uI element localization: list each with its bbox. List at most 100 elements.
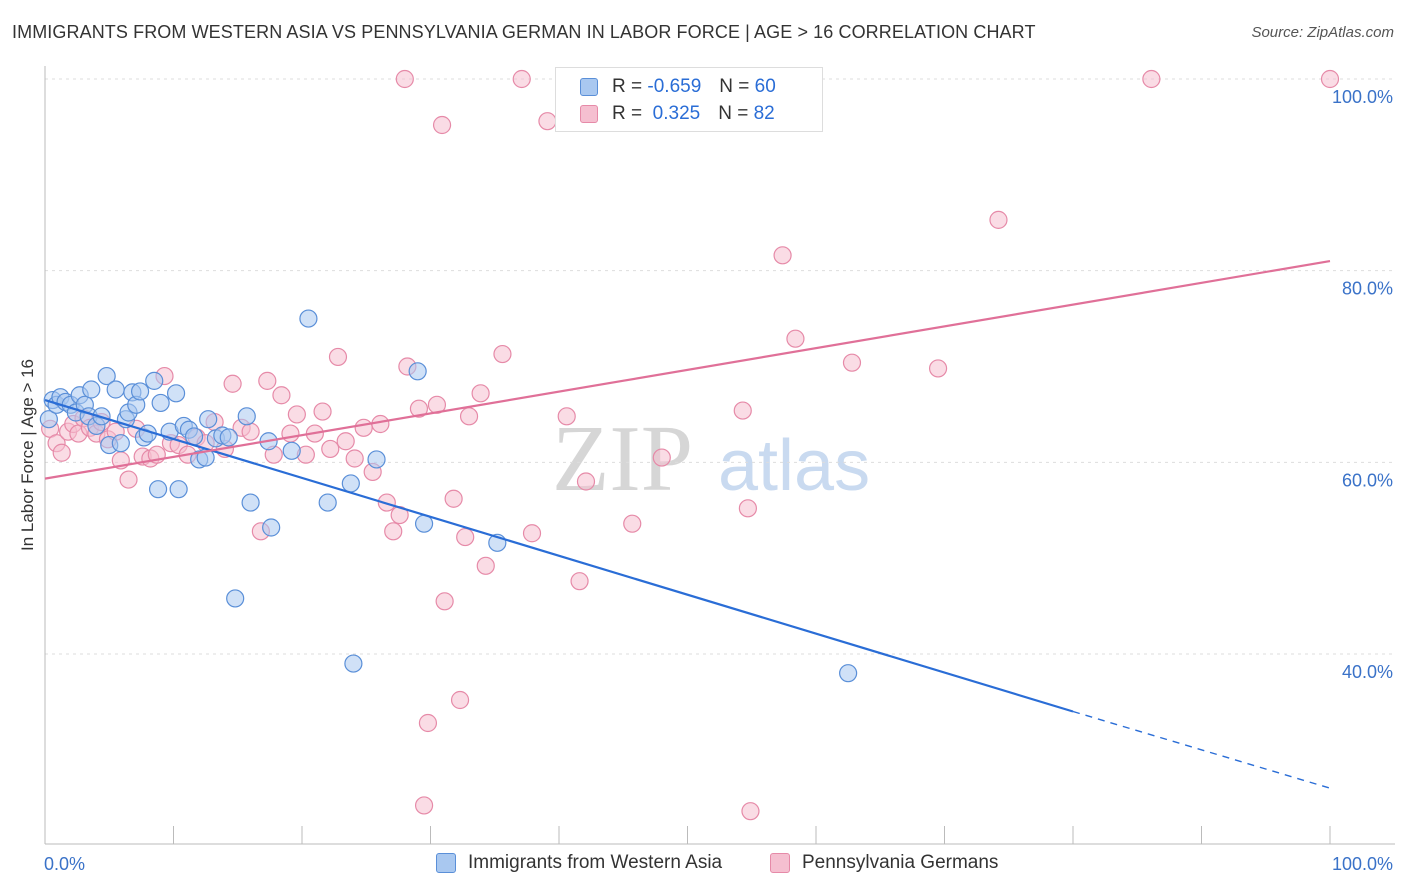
point-western-asia: [299, 309, 318, 328]
point-pennsylvania-germans: [384, 522, 403, 541]
y-tick-label: 60.0%: [1342, 470, 1393, 490]
legend-r-value: 0.325: [652, 103, 701, 124]
y-tick-label: 80.0%: [1342, 279, 1393, 299]
point-western-asia: [237, 407, 256, 426]
point-pennsylvania-germans: [459, 407, 479, 426]
point-pennsylvania-germans: [476, 556, 495, 575]
x-tick-label: 100.0%: [1332, 854, 1393, 874]
point-western-asia: [82, 380, 101, 399]
legend-swatch-pink: [770, 853, 790, 873]
point-pennsylvania-germans: [281, 424, 300, 443]
point-pennsylvania-germans: [557, 407, 576, 426]
point-western-asia: [106, 380, 125, 399]
point-pennsylvania-germans: [414, 796, 434, 815]
point-western-asia: [262, 518, 281, 537]
point-western-asia: [145, 371, 164, 390]
point-pennsylvania-germans: [432, 115, 452, 135]
point-pennsylvania-germans: [354, 418, 373, 437]
point-pennsylvania-germans: [989, 210, 1008, 229]
point-western-asia: [341, 474, 360, 493]
grid-layer: [45, 78, 1395, 655]
point-western-asia: [39, 410, 58, 429]
point-pennsylvania-germans: [395, 69, 414, 89]
x-tick-label: 0.0%: [44, 854, 85, 874]
point-pennsylvania-germans: [623, 514, 642, 533]
legend-label-western-asia: Immigrants from Western Asia: [468, 852, 723, 873]
point-pennsylvania-germans: [1320, 69, 1340, 89]
point-pennsylvania-germans: [444, 489, 463, 508]
legend-r-label: R =: [612, 76, 643, 97]
point-western-asia: [166, 384, 186, 403]
trend-line-pennsylvania-germans: [44, 259, 1331, 480]
point-pennsylvania-germans: [287, 405, 306, 424]
tick-label-layer: 40.0% 60.0% 80.0% 100.0% 0.0% 100.0%: [44, 87, 1393, 874]
legend-item-pennsylvania-germans[interactable]: Pennsylvania Germans: [770, 852, 998, 874]
point-pennsylvania-germans: [471, 384, 490, 403]
watermark: ZIP atlas: [552, 407, 870, 511]
point-pennsylvania-germans: [576, 472, 596, 491]
legend-n-value: 60: [754, 76, 776, 97]
trend-line-western-asia: [44, 398, 1074, 713]
point-pennsylvania-germans: [773, 246, 792, 265]
point-pennsylvania-germans: [733, 401, 752, 420]
point-pennsylvania-germans: [493, 344, 512, 364]
point-western-asia: [367, 450, 386, 469]
point-pennsylvania-germans: [241, 422, 260, 441]
point-pennsylvania-germans: [538, 112, 557, 131]
watermark-atlas: atlas: [718, 426, 870, 506]
chart-source: Source: ZipAtlas.com: [1251, 24, 1394, 41]
point-pennsylvania-germans: [928, 359, 948, 378]
point-western-asia: [199, 410, 218, 429]
point-pennsylvania-germans: [52, 443, 71, 462]
legend-swatch-blue: [580, 78, 598, 96]
point-western-asia: [408, 362, 427, 381]
point-western-asia: [169, 480, 188, 499]
point-western-asia: [318, 493, 337, 512]
point-pennsylvania-germans: [336, 432, 355, 451]
series-legend: Immigrants from Western Asia Pennsylvani…: [0, 852, 1406, 878]
point-pennsylvania-germans: [570, 572, 589, 591]
point-western-asia: [148, 480, 168, 499]
point-pennsylvania-germans: [258, 371, 277, 390]
point-western-asia: [97, 366, 116, 386]
legend-swatch-pink: [580, 105, 598, 123]
y-tick-label: 100.0%: [1332, 87, 1393, 107]
y-axis-label: In Labor Force | Age > 16: [18, 358, 37, 552]
legend-row-pink: R = 0.325 N = 82: [580, 102, 775, 126]
point-pennsylvania-germans: [418, 713, 438, 733]
point-pennsylvania-germans: [512, 69, 531, 89]
point-western-asia: [151, 393, 170, 413]
point-pennsylvania-germans: [409, 399, 429, 418]
point-pennsylvania-germans: [272, 386, 291, 405]
correlation-legend: R = -0.659 N = 60 R = 0.325 N = 82: [555, 67, 823, 132]
legend-label-pennsylvania-germans: Pennsylvania Germans: [802, 852, 999, 873]
point-pennsylvania-germans: [435, 592, 454, 611]
point-pennsylvania-germans: [321, 439, 340, 459]
point-pennsylvania-germans: [119, 470, 138, 489]
point-pennsylvania-germans: [313, 402, 332, 421]
point-pennsylvania-germans: [345, 449, 364, 468]
legend-swatch-blue: [436, 853, 456, 873]
point-pennsylvania-germans: [741, 802, 760, 821]
legend-n-value: 82: [753, 103, 775, 124]
point-western-asia: [839, 664, 858, 683]
point-pennsylvania-germans: [522, 524, 542, 543]
y-tick-label: 40.0%: [1342, 662, 1393, 682]
point-pennsylvania-germans: [371, 414, 390, 434]
legend-item-western-asia[interactable]: Immigrants from Western Asia: [436, 852, 722, 874]
point-pennsylvania-germans: [328, 347, 348, 367]
trend-line-western-asia-extension: [1072, 710, 1331, 789]
point-pennsylvania-germans: [450, 690, 470, 710]
point-pennsylvania-germans: [456, 527, 475, 547]
point-pennsylvania-germans: [786, 329, 805, 348]
point-western-asia: [344, 654, 363, 673]
legend-r-label: R =: [612, 103, 643, 124]
point-western-asia: [219, 428, 238, 447]
legend-r-value: -0.659: [647, 76, 702, 97]
point-pennsylvania-germans: [842, 353, 862, 372]
legend-row-blue: R = -0.659 N = 60: [580, 75, 776, 99]
chart-title: IMMIGRANTS FROM WESTERN ASIA VS PENNSYLV…: [12, 22, 1036, 42]
axis-layer: [44, 66, 1395, 845]
point-western-asia: [111, 434, 130, 453]
